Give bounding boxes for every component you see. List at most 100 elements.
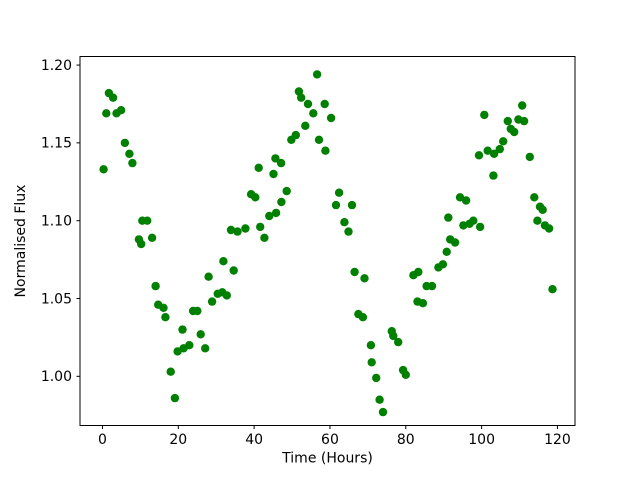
data-point: [276, 158, 286, 168]
data-point: [347, 200, 357, 210]
data-point: [503, 116, 512, 126]
data-point: [99, 165, 108, 174]
data-point: [226, 225, 236, 235]
scatter-points: [99, 70, 557, 417]
data-point: [159, 303, 168, 312]
axes-frame: [79, 56, 576, 426]
data-point: [427, 281, 437, 291]
data-point: [128, 158, 137, 168]
data-point: [193, 306, 202, 316]
data-point: [538, 205, 547, 214]
data-point: [271, 208, 281, 218]
data-point: [499, 137, 508, 146]
data-point: [222, 291, 231, 300]
data-point: [450, 238, 460, 247]
data-point: [271, 154, 280, 163]
data-point: [151, 281, 160, 291]
x-axis-label: Time (Hours): [281, 451, 373, 467]
y-tick-label: 1.20: [41, 58, 72, 74]
data-point: [331, 200, 341, 210]
x-tick-label: 20: [169, 432, 187, 448]
data-point: [344, 227, 353, 236]
data-point: [303, 99, 313, 109]
data-point: [254, 163, 263, 172]
y-tick-label: 1.15: [41, 136, 72, 152]
data-point: [282, 186, 291, 196]
data-point: [143, 216, 152, 225]
data-point: [483, 146, 492, 155]
data-point: [137, 239, 146, 249]
data-point: [474, 151, 484, 160]
data-point: [265, 211, 274, 221]
data-point: [480, 110, 489, 120]
data-point: [309, 109, 318, 118]
data-point: [394, 337, 403, 347]
data-point: [219, 257, 228, 266]
x-tick-label: 100: [468, 432, 495, 448]
data-point: [277, 197, 286, 207]
data-point: [196, 330, 205, 339]
data-point: [438, 260, 448, 269]
y-axis-label: Normalised Flux: [13, 185, 29, 298]
data-point: [320, 99, 329, 109]
data-point: [178, 325, 187, 334]
data-point: [102, 109, 111, 118]
data-point: [519, 116, 529, 126]
data-point: [510, 127, 519, 137]
data-point: [461, 196, 471, 205]
data-point: [495, 144, 504, 154]
data-point: [147, 233, 157, 242]
data-point: [291, 130, 300, 140]
data-point: [207, 297, 217, 306]
data-point: [251, 193, 260, 202]
data-point: [518, 101, 527, 110]
data-point: [229, 266, 238, 275]
data-point: [401, 370, 410, 379]
data-point: [418, 299, 428, 308]
data-point: [358, 313, 368, 322]
data-point: [201, 344, 210, 353]
data-point: [475, 222, 485, 232]
data-point: [314, 135, 324, 144]
data-point: [204, 272, 213, 281]
data-point: [297, 93, 306, 102]
x-tick-label: 80: [397, 432, 415, 448]
x-tick-label: 40: [245, 432, 263, 448]
data-point: [321, 146, 330, 155]
data-point: [489, 171, 498, 180]
data-point: [120, 138, 130, 148]
data-point: [241, 224, 250, 233]
data-point: [533, 216, 542, 225]
data-point: [340, 218, 349, 227]
data-point: [367, 358, 376, 367]
data-point: [301, 121, 310, 130]
data-point: [312, 70, 322, 79]
data-point: [185, 341, 194, 350]
data-point: [350, 267, 359, 277]
data-point: [548, 285, 557, 294]
data-point: [366, 341, 376, 350]
data-point: [375, 395, 384, 404]
data-point: [442, 247, 451, 256]
y-tick-label: 1.00: [41, 369, 72, 385]
data-point: [378, 407, 388, 417]
data-point: [372, 373, 381, 383]
data-point: [334, 188, 344, 197]
data-point: [414, 267, 423, 277]
data-point: [170, 393, 180, 403]
data-point: [389, 331, 398, 341]
data-point: [525, 152, 534, 162]
data-point: [530, 193, 539, 202]
data-point: [166, 367, 175, 376]
data-point: [269, 169, 278, 179]
data-point: [444, 213, 453, 222]
y-tick-label: 1.05: [41, 291, 72, 307]
data-point: [125, 149, 134, 158]
y-tick-label: 1.10: [41, 213, 72, 229]
x-axis-ticks: 0 20 40 60 80 100 120: [98, 425, 571, 448]
y-axis-ticks: 1.00 1.05 1.10 1.15 1.20: [41, 58, 80, 385]
data-point: [360, 274, 369, 283]
data-point: [116, 106, 126, 115]
